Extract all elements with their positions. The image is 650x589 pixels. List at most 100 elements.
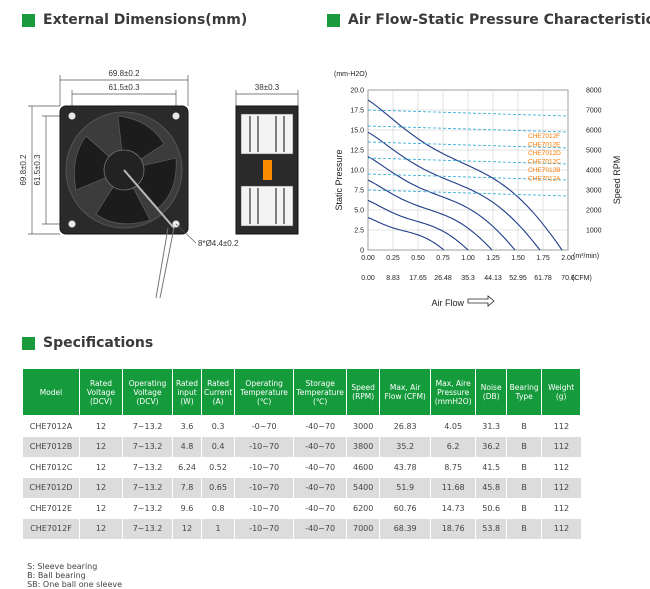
y2-axis-label: Speed RPM — [612, 156, 622, 205]
x-axis-label: Air Flow — [431, 298, 464, 308]
y2-tick-label: 4000 — [586, 168, 602, 175]
table-cell: 1 — [200, 518, 235, 539]
y2-tick-label: 7000 — [586, 108, 602, 115]
specifications-table: Model Rated Voltage (DCV) Operating Voltag… — [22, 368, 582, 539]
table-cell: 7.8 — [172, 477, 202, 498]
table-cell: 7~13.2 — [122, 477, 173, 498]
x-tick-label: 1.00 — [461, 255, 475, 262]
height-hole-label: 61.5±0.3 — [33, 154, 42, 186]
y-tick-label: 15.0 — [350, 128, 364, 135]
table-cell: 112 — [541, 415, 581, 437]
table-cell: 0.3 — [200, 415, 235, 437]
dimension-lines — [28, 75, 299, 235]
x-tick-label: 1.75 — [536, 255, 550, 262]
table-cell: 8.75 — [430, 457, 476, 478]
table-cell: 3800 — [346, 436, 380, 457]
x2-tick-label: 0.00 — [361, 275, 375, 282]
y-tick-label: 2.5 — [354, 228, 364, 235]
table-row: CHE7012D 12 7~13.2 7.8 0.65 -10~70 -40~70 5400 5… — [22, 477, 581, 498]
speed-curve-CHE7012C — [367, 157, 569, 165]
dimensions-header: External Dimensions(mm) — [22, 12, 247, 28]
table-header-cell: Operating Temperature (℃) — [234, 368, 295, 416]
table-row: CHE7012A 12 7~13.2 3.6 0.3 -0~70 -40~70 3000 26.… — [22, 415, 581, 437]
table-cell: CHE7012F — [22, 518, 80, 539]
y-tick-label: 0 — [360, 248, 364, 255]
table-cell: 12 — [79, 415, 123, 437]
table-cell: 112 — [541, 498, 581, 519]
legend-item: CHE7012A — [528, 176, 561, 183]
table-cell: 6.24 — [172, 457, 202, 478]
table-cell: 112 — [541, 477, 581, 498]
y2-tick-label: 1000 — [586, 228, 602, 235]
square-bullet-icon — [22, 336, 35, 350]
table-cell: 4600 — [346, 457, 380, 478]
table-cell: -40~70 — [293, 415, 347, 437]
x-tick-label: 2.00 — [561, 255, 575, 262]
table-cell: 12 — [79, 477, 123, 498]
table-cell: 0.4 — [200, 436, 235, 457]
x2-tick-label: 26.48 — [434, 275, 452, 282]
x2-tick-label: 17.65 — [409, 275, 427, 282]
specifications-title: Specifications — [43, 335, 154, 351]
table-row: CHE7012E 12 7~13.2 9.6 0.8 -10~70 -40~70 6200 60… — [22, 498, 581, 519]
table-cell: CHE7012B — [22, 436, 80, 457]
x-tick-label: 0.00 — [361, 255, 375, 262]
table-cell: 0.52 — [200, 457, 235, 478]
legend-item: CHE7012C — [528, 159, 561, 166]
fan-front-view — [59, 105, 189, 299]
arrow-right-icon — [467, 295, 495, 307]
table-cell: 6200 — [346, 498, 380, 519]
legend-item: CHE7012D — [528, 150, 561, 157]
x2-unit-label: (CFM) — [572, 275, 592, 282]
table-cell: -40~70 — [293, 477, 347, 498]
table-header-cell: Bearing Type — [506, 368, 543, 416]
table-cell: 26.83 — [379, 415, 431, 437]
speed-curve-CHE7012A — [367, 189, 569, 197]
holes-label: 8*Ø4.4±0.2 — [198, 239, 239, 248]
table-header-cell: Weight (g) — [541, 368, 582, 416]
y-tick-label: 20.0 — [350, 88, 364, 95]
table-cell: 35.2 — [379, 436, 431, 457]
footnote-sleeve: S: Sleeve bearing — [27, 562, 98, 571]
table-cell: 68.39 — [379, 518, 431, 539]
table-header-cell: Storage Temperature (℃) — [293, 368, 348, 416]
table-cell: 112 — [541, 518, 581, 539]
table-cell: CHE7012E — [22, 498, 80, 519]
legend-item: CHE7012B — [528, 167, 561, 174]
table-header-cell: Noise (DB) — [475, 368, 508, 416]
table-cell: -0~70 — [234, 415, 294, 437]
legend-item: CHE7012F — [528, 133, 560, 140]
table-cell: 18.76 — [430, 518, 476, 539]
x-tick-label: 1.50 — [511, 255, 525, 262]
table-cell: 12 — [79, 436, 123, 457]
pressure-curve-CHE7012F — [367, 99, 563, 251]
table-cell: -10~70 — [234, 436, 294, 457]
table-cell: 7~13.2 — [122, 457, 173, 478]
y-tick-label: 17.5 — [350, 108, 364, 115]
table-cell: 12 — [79, 457, 123, 478]
speed-curve-CHE7012B — [367, 173, 569, 181]
table-cell: 53.8 — [475, 518, 507, 539]
table-cell: B — [506, 436, 542, 457]
table-cell: 50.6 — [475, 498, 507, 519]
height-outer-label: 69.8±0.2 — [19, 154, 28, 186]
pressure-curve-CHE7012B — [367, 199, 469, 251]
table-cell: -40~70 — [293, 518, 347, 539]
x-tick-label: 0.75 — [436, 255, 450, 262]
x-tick-label: 1.25 — [486, 255, 500, 262]
x-tick-label: 0.50 — [411, 255, 425, 262]
airflow-pressure-chart: (mm-H2O) Static Pressure Speed RPM (m³/m… — [334, 71, 622, 308]
airflow-title: Air Flow-Static Pressure Characteristics — [348, 12, 650, 28]
x2-tick-label: 70.6 — [561, 275, 575, 282]
table-cell: CHE7012C — [22, 457, 80, 478]
table-cell: 112 — [541, 436, 581, 457]
x2-tick-label: 8.83 — [386, 275, 400, 282]
table-cell: -10~70 — [234, 518, 294, 539]
table-cell: -40~70 — [293, 457, 347, 478]
pressure-curve-CHE7012E — [367, 131, 541, 251]
table-cell: -10~70 — [234, 498, 294, 519]
table-cell: 31.3 — [475, 415, 507, 437]
table-cell: 7~13.2 — [122, 436, 173, 457]
x2-tick-label: 44.13 — [484, 275, 502, 282]
table-row: CHE7012B 12 7~13.2 4.8 0.4 -10~70 -40~70 3800 35… — [22, 436, 581, 457]
